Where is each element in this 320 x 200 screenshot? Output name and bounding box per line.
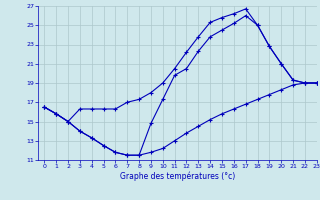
- X-axis label: Graphe des températures (°c): Graphe des températures (°c): [120, 172, 235, 181]
